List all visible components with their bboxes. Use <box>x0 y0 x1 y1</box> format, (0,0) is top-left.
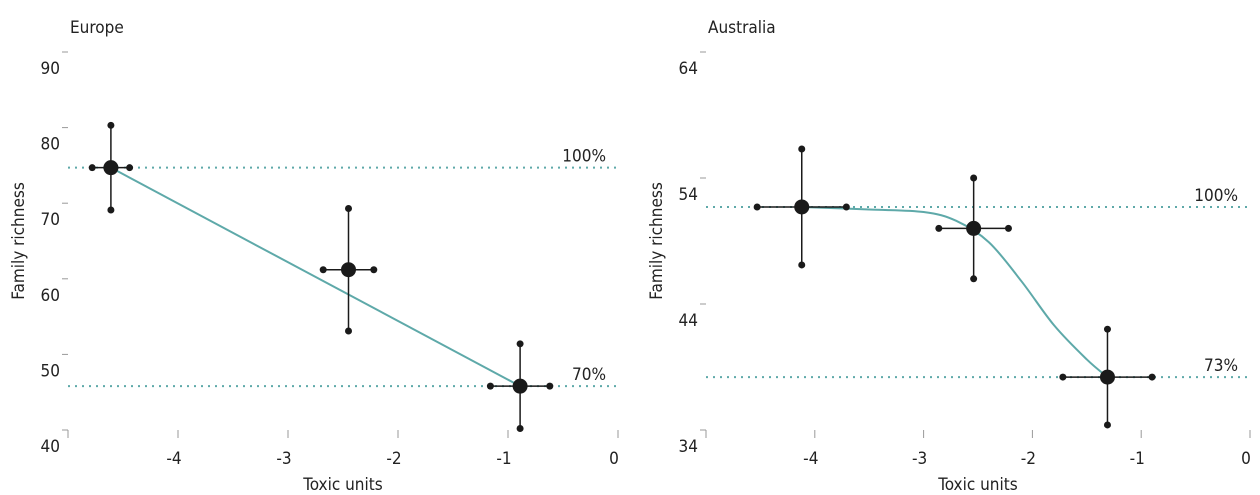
error-cap <box>1148 373 1156 381</box>
x-tick-label: -3 <box>912 449 927 469</box>
panel-title: Australia <box>708 18 776 38</box>
y-tick-label: 54 <box>679 185 698 205</box>
x-tick-label: -4 <box>166 449 181 469</box>
x-tick-label: 0 <box>609 449 619 469</box>
point <box>966 220 982 236</box>
error-cap <box>345 327 352 335</box>
reference-label: 73% <box>1204 356 1238 376</box>
x-axis-label: Toxic units <box>302 475 382 495</box>
y-tick-label: 44 <box>679 311 698 331</box>
error-cap <box>319 266 327 274</box>
y-tick-label: 64 <box>679 59 698 79</box>
panel-title: Europe <box>70 18 124 38</box>
error-cap <box>753 203 761 211</box>
y-axis-label: Family richness <box>9 182 29 300</box>
error-cap <box>1004 224 1012 232</box>
y-tick-label: 70 <box>41 210 60 230</box>
x-tick-label: -1 <box>496 449 511 469</box>
x-tick-label: -4 <box>803 449 818 469</box>
x-tick-label: -2 <box>1021 449 1036 469</box>
y-tick-label: 50 <box>41 361 60 381</box>
x-axis-label: Toxic units <box>937 475 1017 495</box>
reference-label: 100% <box>562 147 606 167</box>
error-cap <box>1103 421 1111 429</box>
error-cap <box>798 261 806 269</box>
error-cap <box>842 203 850 211</box>
error-cap <box>88 164 96 172</box>
y-tick-label: 90 <box>41 59 60 79</box>
x-tick-label: 0 <box>1241 449 1251 469</box>
point <box>103 160 119 176</box>
panel: Europe Toxic units Family richness 40 50 60 70… <box>9 18 619 495</box>
reference-label: 100% <box>1194 186 1238 206</box>
point <box>1099 369 1115 385</box>
x-tick-label: -1 <box>1130 449 1145 469</box>
error-cap <box>107 206 115 214</box>
error-cap <box>935 224 943 232</box>
error-cap <box>516 424 524 432</box>
error-cap <box>486 382 494 390</box>
error-cap <box>970 275 978 283</box>
y-tick-label: 40 <box>41 437 60 457</box>
x-tick-label: -2 <box>386 449 401 469</box>
x-tick-label: -3 <box>276 449 291 469</box>
y-axis-label: Family richness <box>647 182 667 300</box>
error-cap <box>970 174 978 182</box>
reference-label: 70% <box>572 365 606 385</box>
error-cap <box>798 145 806 153</box>
panel: Australia Toxic units Family richness 34 44 5… <box>647 18 1251 495</box>
point <box>341 262 356 278</box>
error-cap <box>370 266 378 274</box>
error-cap <box>546 382 554 390</box>
point <box>794 199 810 215</box>
error-cap <box>516 340 524 348</box>
fit-line <box>801 205 1109 378</box>
error-cap <box>345 204 352 212</box>
error-cap <box>1103 325 1111 333</box>
error-cap <box>107 121 115 129</box>
error-cap <box>126 164 134 172</box>
y-tick-label: 80 <box>41 135 60 155</box>
point <box>512 378 528 394</box>
y-tick-label: 34 <box>679 437 698 457</box>
error-cap <box>1059 373 1067 381</box>
fit-line <box>110 166 521 388</box>
y-tick-label: 60 <box>41 286 60 306</box>
